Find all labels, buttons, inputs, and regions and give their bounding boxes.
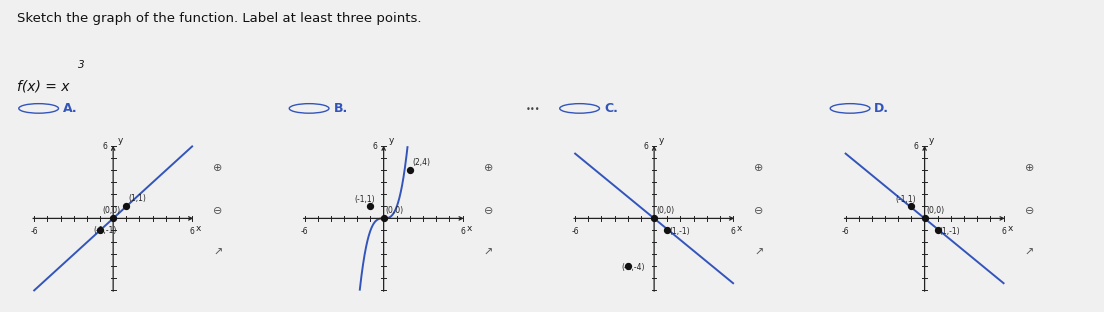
Text: ↗: ↗	[213, 248, 223, 258]
Point	[646, 216, 664, 221]
Text: ⊖: ⊖	[754, 206, 764, 216]
Point	[619, 264, 637, 269]
Text: -6: -6	[31, 227, 38, 236]
Text: (1,-1): (1,-1)	[669, 227, 690, 236]
Text: ⊕: ⊕	[484, 163, 493, 173]
Text: (-2,-4): (-2,-4)	[622, 263, 645, 272]
Text: 6: 6	[644, 142, 648, 151]
Point	[401, 168, 418, 173]
Text: x: x	[1008, 224, 1012, 233]
Point	[928, 228, 946, 233]
Point	[916, 216, 934, 221]
Text: y: y	[389, 136, 394, 144]
Text: •••: •••	[526, 105, 540, 115]
Text: x: x	[467, 224, 471, 233]
Point	[362, 204, 380, 209]
Text: ↗: ↗	[484, 248, 493, 258]
Text: ⊕: ⊕	[213, 163, 223, 173]
Text: ⊖: ⊖	[1025, 206, 1034, 216]
Text: D.: D.	[874, 102, 890, 115]
Text: (0,0): (0,0)	[385, 206, 404, 215]
Text: y: y	[659, 136, 665, 144]
Text: 6: 6	[1001, 227, 1006, 236]
Text: 6: 6	[373, 142, 378, 151]
Text: -6: -6	[842, 227, 849, 236]
Point	[117, 204, 135, 209]
Text: (1,-1): (1,-1)	[940, 227, 960, 236]
Text: ⊖: ⊖	[213, 206, 223, 216]
Text: (1,1): (1,1)	[128, 194, 146, 203]
Point	[104, 216, 121, 221]
Text: (0,0): (0,0)	[103, 206, 120, 215]
Text: (-1,-1): (-1,-1)	[94, 226, 117, 235]
Text: (0,0): (0,0)	[926, 206, 945, 215]
Text: A.: A.	[63, 102, 77, 115]
Text: 6: 6	[731, 227, 735, 236]
Text: 3: 3	[78, 60, 85, 70]
Point	[903, 204, 921, 209]
Text: 6: 6	[914, 142, 919, 151]
Text: (0,0): (0,0)	[656, 206, 675, 215]
Text: f(x) = x: f(x) = x	[17, 79, 70, 93]
Text: 6: 6	[190, 227, 194, 236]
Text: y: y	[118, 136, 124, 144]
Text: (-1,1): (-1,1)	[895, 195, 916, 204]
Text: B.: B.	[333, 102, 348, 115]
Point	[375, 216, 393, 221]
Text: ↗: ↗	[754, 248, 764, 258]
Point	[658, 228, 676, 233]
Text: x: x	[197, 224, 201, 233]
Text: 6: 6	[460, 227, 465, 236]
Text: x: x	[737, 224, 742, 233]
Text: y: y	[930, 136, 935, 144]
Text: ↗: ↗	[1025, 248, 1034, 258]
Text: -6: -6	[572, 227, 578, 236]
Text: (-1,1): (-1,1)	[354, 195, 375, 204]
Text: ⊖: ⊖	[484, 206, 493, 216]
Text: Sketch the graph of the function. Label at least three points.: Sketch the graph of the function. Label …	[17, 12, 421, 25]
Text: ⊕: ⊕	[754, 163, 764, 173]
Text: 6: 6	[103, 142, 107, 151]
Text: ⊕: ⊕	[1025, 163, 1034, 173]
Point	[92, 228, 109, 233]
Text: C.: C.	[604, 102, 618, 115]
Text: (2,4): (2,4)	[412, 158, 429, 167]
Text: -6: -6	[301, 227, 308, 236]
